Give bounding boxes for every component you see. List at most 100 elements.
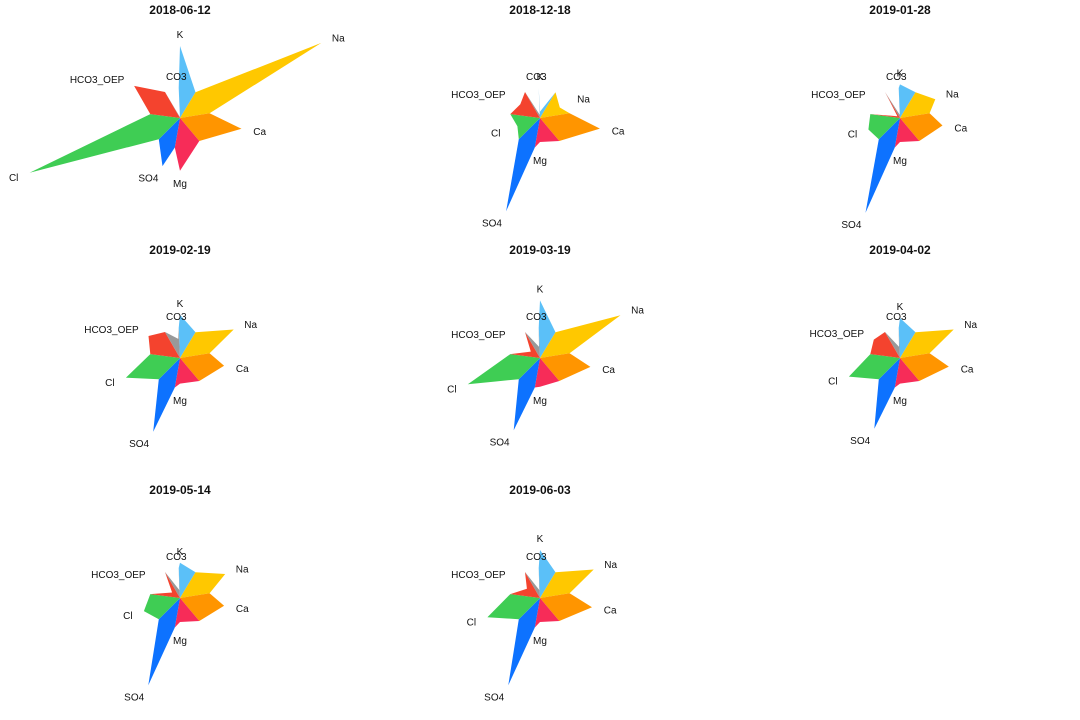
star-segment-na [180, 42, 322, 118]
star-segment-k [178, 562, 196, 598]
star-segment-mg [534, 598, 560, 628]
ion-label: Cl [848, 130, 857, 141]
ion-label: K [897, 68, 904, 79]
ion-label: HCO3_OEP [451, 570, 506, 581]
star-panel: 2019-02-19 K Na Ca Mg SO4 Cl HCO3_OEP CO3 [84, 243, 257, 450]
star-segment-mg [534, 118, 560, 148]
ion-label: CO3 [166, 552, 187, 563]
star-segment-ca [540, 113, 600, 141]
ion-label: Na [244, 320, 257, 331]
star-segment-cl [868, 114, 900, 140]
ion-label: Mg [533, 396, 547, 407]
ion-label: Mg [533, 156, 547, 167]
star-panel: 2019-01-28 K Na Ca Mg SO4 Cl HCO3_OEP CO3 [811, 3, 967, 231]
ion-label: Na [631, 306, 644, 317]
star-segment-co3 [165, 88, 180, 118]
ion-label: Ca [954, 124, 967, 135]
star-segment-ca [540, 353, 591, 381]
ion-label: Mg [173, 396, 187, 407]
star-segment-hco3-oep [510, 92, 540, 118]
ion-label: K [537, 72, 544, 83]
ion-label: HCO3_OEP [811, 90, 866, 101]
ion-label: Cl [828, 377, 837, 388]
ion-label: HCO3_OEP [91, 570, 146, 581]
ion-label: Ca [612, 127, 625, 138]
ion-label: SO4 [850, 436, 870, 447]
ion-label: Mg [893, 396, 907, 407]
star-segment-cl [467, 354, 540, 385]
ion-label: Mg [533, 636, 547, 647]
star-segment-na [540, 569, 594, 598]
ion-label: Na [332, 33, 345, 44]
star-segment-hco3-oep [148, 332, 180, 358]
star-segment-k [898, 318, 916, 358]
ion-label: Cl [447, 384, 456, 395]
ion-label: K [537, 534, 544, 545]
star-segment-hco3-oep [510, 572, 540, 598]
star-segment-k [538, 300, 556, 358]
star-segment-ca [180, 353, 225, 381]
star-segment-na [900, 92, 936, 118]
ion-label: SO4 [482, 219, 502, 230]
star-segment-co3 [885, 328, 900, 358]
star-segment-co3 [525, 328, 540, 358]
star-segment-mg [534, 358, 560, 388]
star-panel: 2019-03-19 K Na Ca Mg SO4 Cl HCO3_OEP CO3 [447, 243, 644, 448]
ion-label: SO4 [841, 220, 861, 231]
ion-label: CO3 [166, 312, 187, 323]
star-segment-k [898, 84, 916, 118]
ion-label: SO4 [124, 693, 144, 704]
star-segment-k [178, 314, 196, 358]
ion-label: HCO3_OEP [451, 330, 506, 341]
ion-label: Na [604, 560, 617, 571]
ion-label: Ca [604, 605, 617, 616]
star-segment-so4 [148, 598, 180, 686]
star-segment-co3 [525, 88, 540, 118]
ion-label: SO4 [490, 437, 510, 448]
ion-label: Ca [602, 365, 615, 376]
ion-label: Na [946, 90, 959, 101]
ion-label: Ca [236, 604, 249, 615]
panel-title: 2019-05-14 [149, 483, 211, 497]
star-segment-mg [174, 598, 200, 628]
star-segment-k [538, 88, 556, 118]
panel-title: 2019-03-19 [509, 243, 571, 257]
star-segment-cl [125, 354, 180, 380]
star-segment-co3 [525, 568, 540, 598]
ion-label: Mg [173, 636, 187, 647]
star-segment-so4 [506, 118, 540, 212]
star-segment-mg [894, 358, 920, 388]
ion-label: K [537, 284, 544, 295]
star-segment-mg [174, 118, 200, 171]
star-segment-so4 [158, 118, 180, 167]
star-segment-cl [143, 594, 180, 620]
ion-label: CO3 [886, 312, 907, 323]
star-panel: 2019-04-02 K Na Ca Mg SO4 Cl HCO3_OEP CO3 [810, 243, 978, 447]
ion-label: CO3 [526, 312, 547, 323]
star-segment-hco3-oep [150, 572, 180, 598]
panel-title: 2019-06-03 [509, 483, 571, 497]
star-segment-ca [540, 593, 592, 621]
star-panel: 2018-12-18 K Na Ca Mg SO4 Cl HCO3_OEP CO3 [451, 3, 625, 230]
ion-label: SO4 [484, 693, 504, 704]
ion-label: Na [577, 94, 590, 105]
star-segment-na [180, 572, 226, 598]
ion-label: SO4 [138, 173, 158, 184]
star-segment-co3 [885, 88, 900, 118]
star-segment-cl [29, 114, 180, 173]
star-segment-ca [900, 353, 949, 381]
star-segment-hco3-oep [510, 332, 540, 358]
ion-label: Cl [491, 128, 500, 139]
star-segment-co3 [165, 328, 180, 358]
star-segment-mg [894, 118, 920, 148]
ion-label: CO3 [166, 72, 187, 83]
star-panel: 2019-05-14 K Na Ca Mg SO4 Cl HCO3_OEP CO3 [91, 483, 249, 704]
star-segment-na [900, 329, 954, 358]
ion-label: Cl [105, 378, 114, 389]
star-segment-so4 [513, 358, 540, 431]
ion-label: HCO3_OEP [451, 90, 506, 101]
ion-label: CO3 [526, 552, 547, 563]
ion-label: CO3 [526, 72, 547, 83]
ion-label: HCO3_OEP [84, 325, 139, 336]
